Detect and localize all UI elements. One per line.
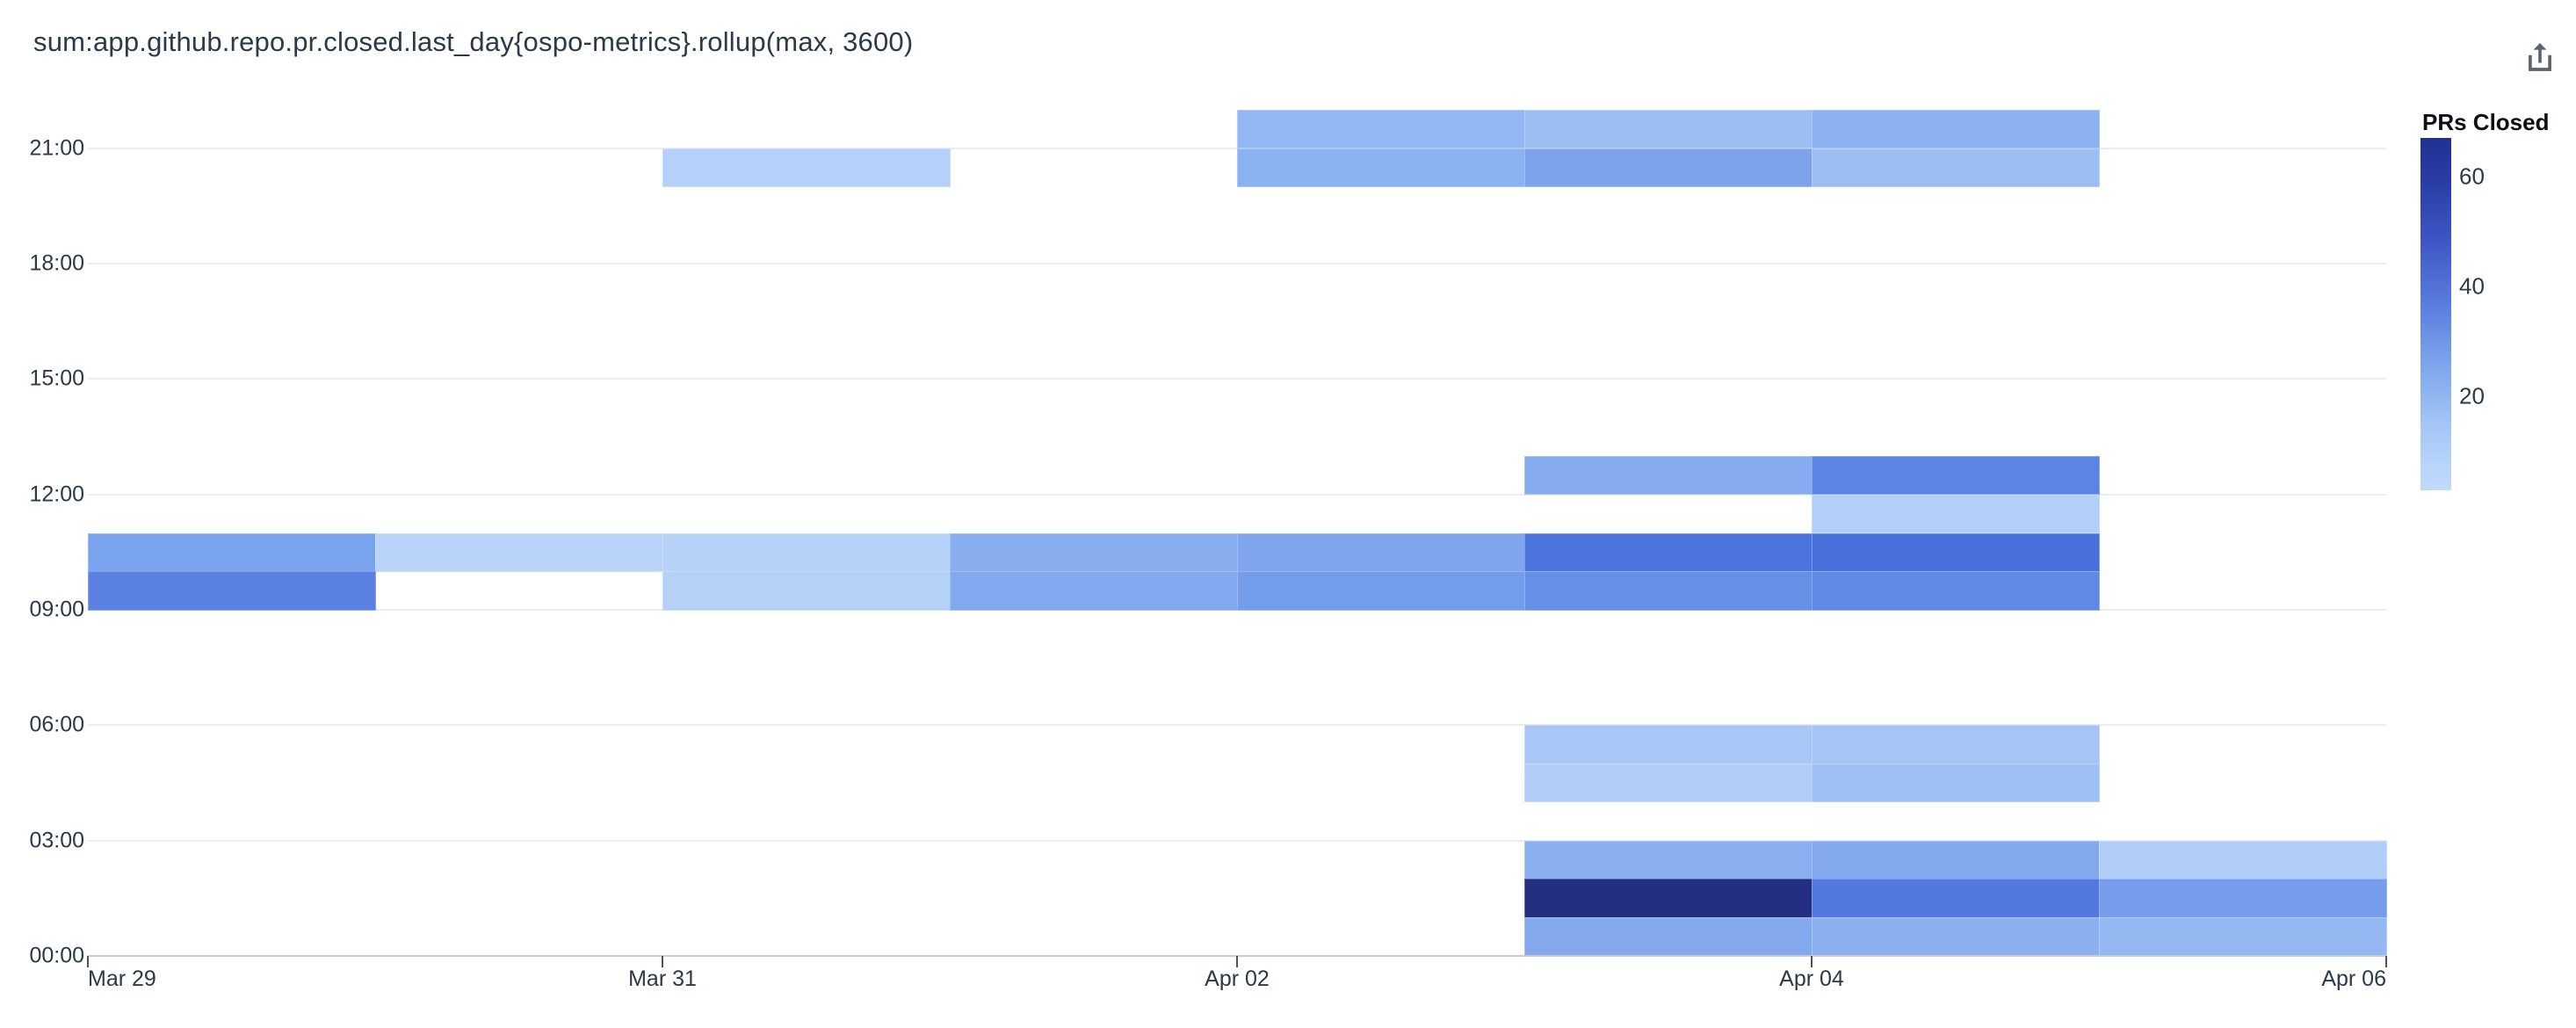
export-button[interactable]	[2520, 37, 2560, 77]
x-axis-label: Mar 29	[88, 966, 156, 991]
heatmap-cell[interactable]	[1812, 840, 2100, 880]
heatmap-cell[interactable]	[1812, 110, 2100, 149]
heatmap-cell[interactable]	[1524, 879, 1813, 918]
heatmap-cell[interactable]	[1812, 725, 2100, 764]
heatmap-cell[interactable]	[1812, 532, 2100, 572]
heatmap-cell[interactable]	[1524, 532, 1813, 572]
hour-gridline	[88, 263, 2386, 265]
heatmap-cell[interactable]	[1812, 148, 2100, 188]
heatmap-cell[interactable]	[2099, 879, 2387, 918]
heatmap-cell[interactable]	[375, 532, 663, 572]
heatmap-cell[interactable]	[1524, 110, 1813, 149]
x-axis-tick	[1236, 956, 1238, 967]
x-axis-tick	[1811, 956, 1813, 967]
x-axis-label: Apr 02	[1205, 966, 1270, 991]
heatmap-cell[interactable]	[662, 532, 951, 572]
heatmap-cell[interactable]	[1524, 917, 1813, 957]
heatmap-cell[interactable]	[1524, 148, 1813, 188]
share-export-icon	[2529, 43, 2551, 71]
hour-gridline	[88, 493, 2386, 496]
heatmap-cell[interactable]	[1237, 148, 1525, 188]
y-axis-label: 12:00	[29, 481, 84, 507]
heatmap-cell[interactable]	[662, 148, 951, 188]
y-axis-label: 21:00	[29, 135, 84, 161]
legend-tick-label: 40	[2459, 272, 2485, 300]
heatmap-cell[interactable]	[1237, 532, 1525, 572]
heatmap-cell[interactable]	[1812, 571, 2100, 611]
heatmap-cell[interactable]	[1524, 455, 1813, 496]
heatmap-cell[interactable]	[2099, 840, 2387, 880]
heatmap-cell[interactable]	[1812, 494, 2100, 533]
heatmap-cell[interactable]	[1524, 571, 1813, 611]
hour-gridline	[88, 839, 2386, 842]
x-axis-tick	[2385, 956, 2387, 967]
y-axis-label: 00:00	[29, 943, 84, 968]
x-axis-tick	[662, 956, 663, 967]
hour-gridline	[88, 378, 2386, 380]
legend-tick-label: 20	[2459, 382, 2485, 409]
chart-title: sum:app.github.repo.pr.closed.last_day{o…	[33, 26, 914, 57]
heatmap-cell[interactable]	[1524, 840, 1813, 880]
heatmap-cell[interactable]	[1237, 110, 1525, 149]
x-axis-label: Apr 04	[1779, 966, 1844, 991]
x-axis-label: Apr 06	[2321, 966, 2386, 991]
heatmap-cell[interactable]	[1812, 917, 2100, 957]
heatmap-cell[interactable]	[1812, 879, 2100, 918]
legend-color-scale	[2420, 138, 2451, 490]
heatmap-cell[interactable]	[88, 532, 376, 572]
heatmap-cell[interactable]	[1524, 725, 1813, 764]
y-axis-label: 18:00	[29, 250, 84, 276]
heatmap-cell[interactable]	[662, 571, 951, 611]
legend-title: PRs Closed	[2422, 109, 2550, 135]
heatmap-cell[interactable]	[1812, 764, 2100, 803]
y-axis-label: 06:00	[29, 712, 84, 737]
heatmap-cell[interactable]	[88, 571, 376, 611]
heatmap-cell[interactable]	[950, 532, 1238, 572]
y-axis-label: 09:00	[29, 597, 84, 622]
heatmap-cell[interactable]	[2099, 917, 2387, 957]
x-axis-label: Mar 31	[628, 966, 697, 991]
y-axis-label: 03:00	[29, 828, 84, 853]
y-axis-label: 15:00	[29, 366, 84, 391]
heatmap-cell[interactable]	[1812, 455, 2100, 496]
heatmap-cell[interactable]	[1524, 764, 1813, 803]
hour-gridline	[88, 724, 2386, 727]
legend-tick-label: 60	[2459, 163, 2485, 190]
x-axis-tick	[87, 956, 89, 967]
heatmap-cell[interactable]	[950, 571, 1238, 611]
heatmap-cell[interactable]	[1237, 571, 1525, 611]
